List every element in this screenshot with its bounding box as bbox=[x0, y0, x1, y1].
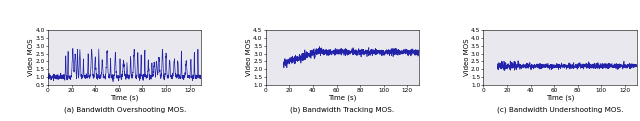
Text: (c) Bandwidth Undershooting MOS.: (c) Bandwidth Undershooting MOS. bbox=[497, 106, 623, 113]
X-axis label: Time (s): Time (s) bbox=[111, 94, 139, 101]
Text: (b) Bandwidth Tracking MOS.: (b) Bandwidth Tracking MOS. bbox=[291, 106, 394, 113]
Text: (a) Bandwidth Overshooting MOS.: (a) Bandwidth Overshooting MOS. bbox=[63, 106, 186, 113]
X-axis label: Time (s): Time (s) bbox=[328, 94, 356, 101]
X-axis label: Time (s): Time (s) bbox=[546, 94, 574, 101]
Y-axis label: Video MOS: Video MOS bbox=[246, 39, 252, 76]
Y-axis label: Video MOS: Video MOS bbox=[28, 39, 34, 76]
Y-axis label: Video MOS: Video MOS bbox=[463, 39, 470, 76]
